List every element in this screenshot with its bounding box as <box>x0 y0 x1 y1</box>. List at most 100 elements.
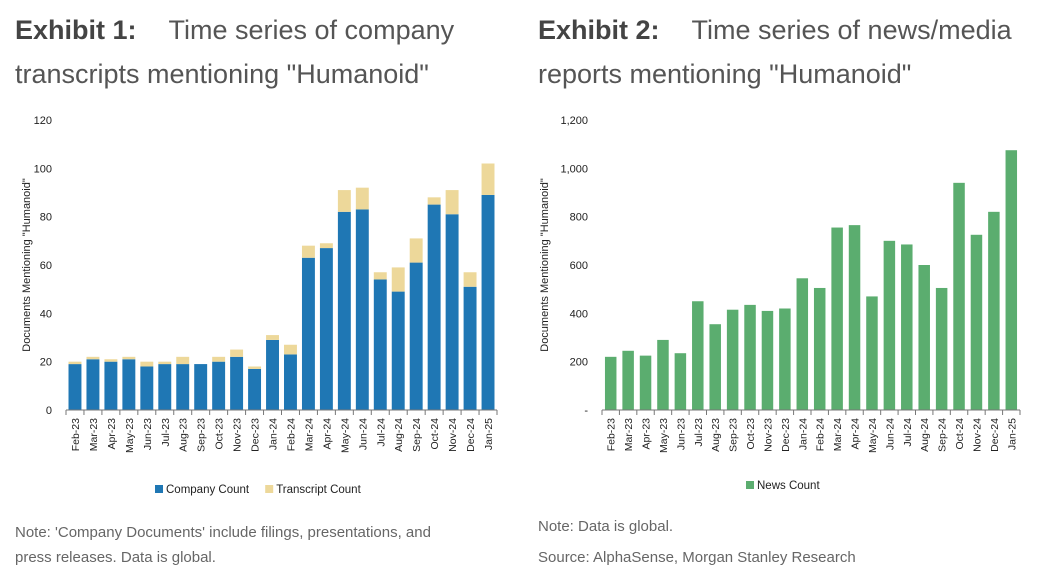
x-tick-label: May-24 <box>339 418 351 453</box>
x-tick-label: Jul-23 <box>693 418 705 447</box>
bar-news-count <box>779 308 791 410</box>
x-tick-label: Feb-24 <box>815 418 827 451</box>
y-axis-label: Documents Mentioning "Humanoid" <box>21 178 33 352</box>
bar-news-count <box>831 227 843 410</box>
exhibit2-note: Note: Data is global. Source: AlphaSense… <box>538 514 856 570</box>
bar-company-count <box>409 262 423 410</box>
x-tick-label: Mar-24 <box>832 418 844 451</box>
x-tick-label: Mar-23 <box>623 418 635 451</box>
x-tick-label: Apr-23 <box>106 418 118 450</box>
bar-transcript-count <box>86 356 100 360</box>
bar-company-count <box>86 359 100 410</box>
x-tick-label: Nov-23 <box>232 418 244 452</box>
bar-news-count <box>848 225 861 411</box>
bar-news-count <box>1005 150 1018 410</box>
bar-news-count <box>726 309 739 410</box>
exhibit1-title: Exhibit 1: Time series of company transcr… <box>15 8 454 96</box>
bar-transcript-count <box>445 190 459 215</box>
x-tick-label: Aug-24 <box>919 418 931 452</box>
y-tick-label: 40 <box>40 308 52 320</box>
bar-news-count <box>709 324 721 410</box>
y-tick-label: 120 <box>34 115 52 127</box>
bar-company-count <box>284 354 297 410</box>
x-tick-label: Mar-24 <box>303 418 315 451</box>
y-tick-label: 80 <box>40 212 52 224</box>
x-tick-label: Oct-23 <box>745 418 757 450</box>
x-tick-label: Aug-23 <box>710 418 722 452</box>
bar-transcript-count <box>230 349 244 357</box>
x-tick-label: Jul-24 <box>375 418 387 447</box>
legend-label: News Count <box>757 480 820 492</box>
bar-transcript-count <box>266 335 279 340</box>
x-tick-label: Apr-24 <box>850 418 862 450</box>
bar-company-count <box>212 361 226 410</box>
bar-transcript-count <box>301 245 315 258</box>
bar-company-count <box>230 356 244 410</box>
bar-company-count <box>104 361 118 410</box>
bar-transcript-count <box>319 243 333 249</box>
bar-news-count <box>657 339 669 410</box>
x-tick-label: Nov-23 <box>762 418 774 452</box>
x-tick-label: Jun-24 <box>884 418 896 450</box>
x-tick-label: Sep-23 <box>728 418 740 452</box>
x-tick-label: Aug-23 <box>178 418 190 452</box>
bar-transcript-count <box>68 361 82 365</box>
y-tick-label: 1,200 <box>560 115 588 127</box>
x-tick-label: Feb-23 <box>70 418 82 451</box>
bar-company-count <box>122 359 136 410</box>
bar-news-count <box>674 353 687 410</box>
bar-transcript-count <box>373 272 387 280</box>
bar-transcript-count <box>337 190 351 212</box>
x-tick-label: Dec-24 <box>465 418 477 452</box>
x-tick-label: Apr-24 <box>321 418 333 450</box>
y-tick-label: 20 <box>40 357 52 369</box>
exhibit2-label: Exhibit 2: <box>538 15 660 45</box>
y-tick-label: 0 <box>46 405 52 417</box>
bar-transcript-count <box>140 361 154 367</box>
bar-company-count <box>68 364 82 410</box>
exhibit1-note: Note: 'Company Documents' include filing… <box>15 520 431 570</box>
bar-company-count <box>337 211 351 410</box>
bar-news-count <box>796 278 809 410</box>
x-tick-label: Sep-23 <box>196 418 208 452</box>
exhibit1-title-line1: Time series of company <box>168 15 455 45</box>
y-tick-label: 600 <box>570 260 588 272</box>
bar-news-count <box>692 301 704 410</box>
exhibit2-title-line2: reports mentioning "Humanoid" <box>538 59 912 89</box>
bar-company-count <box>194 364 208 410</box>
y-tick-label: 1,000 <box>560 163 588 175</box>
bar-transcript-count <box>104 359 118 362</box>
exhibit2-title: Exhibit 2: Time series of news/media repo… <box>538 8 1012 96</box>
bar-company-count <box>319 248 333 410</box>
bar-news-count <box>761 310 774 410</box>
bar-company-count <box>248 368 262 410</box>
bar-news-count <box>622 350 634 410</box>
y-tick-label: 400 <box>570 308 588 320</box>
x-tick-label: Dec-24 <box>989 418 1001 452</box>
x-tick-label: Oct-24 <box>954 418 966 450</box>
x-tick-label: Feb-24 <box>285 418 297 451</box>
bar-company-count <box>373 279 387 410</box>
x-tick-label: Dec-23 <box>780 418 792 452</box>
bar-news-count <box>744 304 756 411</box>
x-tick-label: Apr-23 <box>641 418 653 450</box>
bar-transcript-count <box>409 238 423 263</box>
bar-company-count <box>481 194 495 410</box>
bar-company-count <box>427 204 441 410</box>
bar-news-count <box>866 296 878 410</box>
y-tick-label: 100 <box>34 163 52 175</box>
y-tick-label: 60 <box>40 260 52 272</box>
x-tick-label: Dec-23 <box>250 418 262 452</box>
bar-company-count <box>301 257 315 410</box>
bar-transcript-count <box>391 267 405 292</box>
bar-company-count <box>176 364 190 410</box>
x-tick-label: Nov-24 <box>447 418 459 452</box>
legend-label: Company Count <box>166 484 250 496</box>
bar-transcript-count <box>212 356 226 362</box>
exhibit2-source: Source: AlphaSense, Morgan Stanley Resea… <box>538 549 856 566</box>
x-tick-label: Sep-24 <box>937 418 949 452</box>
bar-transcript-count <box>248 366 262 369</box>
bar-transcript-count <box>481 163 495 195</box>
bar-transcript-count <box>355 187 369 210</box>
bar-company-count <box>158 364 172 410</box>
